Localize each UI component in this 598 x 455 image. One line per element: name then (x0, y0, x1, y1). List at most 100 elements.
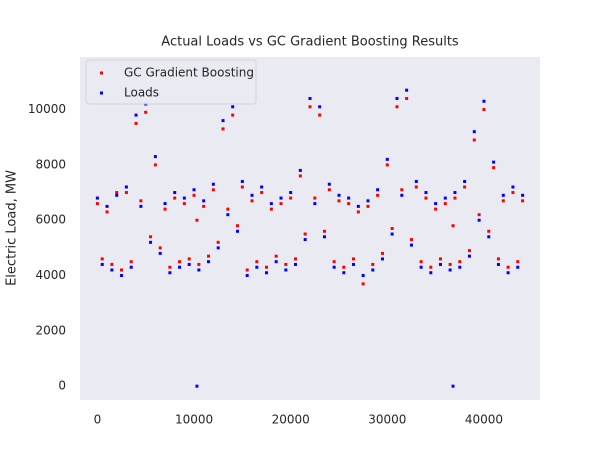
legend-box (85, 59, 257, 105)
point (482, 99, 486, 103)
point (434, 207, 438, 211)
point (168, 271, 172, 275)
x-tick-label: 10000 (175, 413, 213, 427)
point (153, 163, 157, 167)
point (240, 185, 244, 189)
point (516, 260, 520, 264)
point (298, 168, 302, 172)
point (100, 257, 104, 261)
point (342, 271, 346, 275)
point (409, 243, 413, 247)
point (279, 196, 283, 200)
point (274, 260, 278, 264)
point (429, 265, 433, 269)
point (178, 265, 182, 269)
point (231, 105, 235, 109)
point (385, 157, 389, 161)
point (438, 262, 442, 266)
point (477, 218, 481, 222)
point (110, 262, 114, 266)
point (390, 227, 394, 230)
point (458, 260, 462, 264)
point (207, 260, 211, 264)
point (356, 204, 360, 208)
point (448, 262, 452, 266)
point (318, 113, 322, 117)
point (226, 213, 230, 217)
point (153, 155, 157, 159)
point (202, 199, 206, 203)
point (265, 271, 269, 275)
point (400, 193, 404, 197)
point (236, 229, 240, 233)
point (342, 265, 346, 269)
point (149, 235, 153, 239)
y-axis-label: Electric Load, MW (5, 170, 20, 286)
plot-area (80, 57, 540, 400)
point (376, 193, 380, 197)
point (322, 235, 326, 239)
point (197, 268, 201, 272)
point (395, 96, 399, 100)
point (419, 260, 423, 264)
point (496, 262, 500, 266)
point (409, 238, 413, 242)
point (405, 96, 409, 100)
point (366, 199, 370, 203)
point (482, 108, 486, 112)
point (371, 268, 375, 272)
point (182, 202, 186, 206)
point (458, 265, 462, 269)
point (274, 254, 278, 258)
legend-marker (100, 71, 103, 75)
legend-label: Loads (124, 86, 159, 100)
x-tick-label: 30000 (368, 413, 406, 427)
point (289, 191, 293, 195)
point (463, 185, 467, 189)
point (414, 179, 418, 183)
point (511, 191, 515, 195)
point (511, 185, 515, 189)
point (380, 251, 384, 255)
point (192, 193, 196, 197)
point (390, 232, 394, 236)
point (467, 254, 471, 258)
point (110, 268, 114, 272)
point (120, 274, 124, 278)
point (451, 224, 455, 228)
point (197, 262, 201, 266)
point (487, 229, 491, 233)
point (419, 265, 423, 269)
point (115, 191, 119, 195)
point (195, 384, 199, 388)
point (149, 240, 153, 244)
point (294, 257, 298, 261)
point (216, 240, 220, 244)
point (424, 196, 428, 200)
legend-marker (100, 91, 103, 95)
point (463, 179, 467, 183)
point (448, 268, 452, 272)
point (211, 182, 215, 186)
point (472, 130, 476, 134)
point (289, 196, 293, 200)
point (158, 251, 162, 255)
point (120, 268, 124, 272)
point (279, 202, 283, 206)
y-tick-label: 6000 (35, 213, 66, 227)
point (308, 105, 312, 109)
point (173, 196, 177, 200)
point (187, 257, 191, 261)
legend-label: GC Gradient Boosting (124, 66, 254, 80)
point (226, 207, 230, 211)
point (308, 96, 312, 100)
point (255, 260, 259, 264)
point (506, 265, 510, 269)
point (347, 196, 351, 200)
point (245, 268, 249, 272)
point (516, 265, 520, 269)
y-tick-label: 0 (58, 379, 66, 393)
point (260, 185, 264, 189)
point (443, 196, 447, 200)
point (395, 105, 399, 109)
